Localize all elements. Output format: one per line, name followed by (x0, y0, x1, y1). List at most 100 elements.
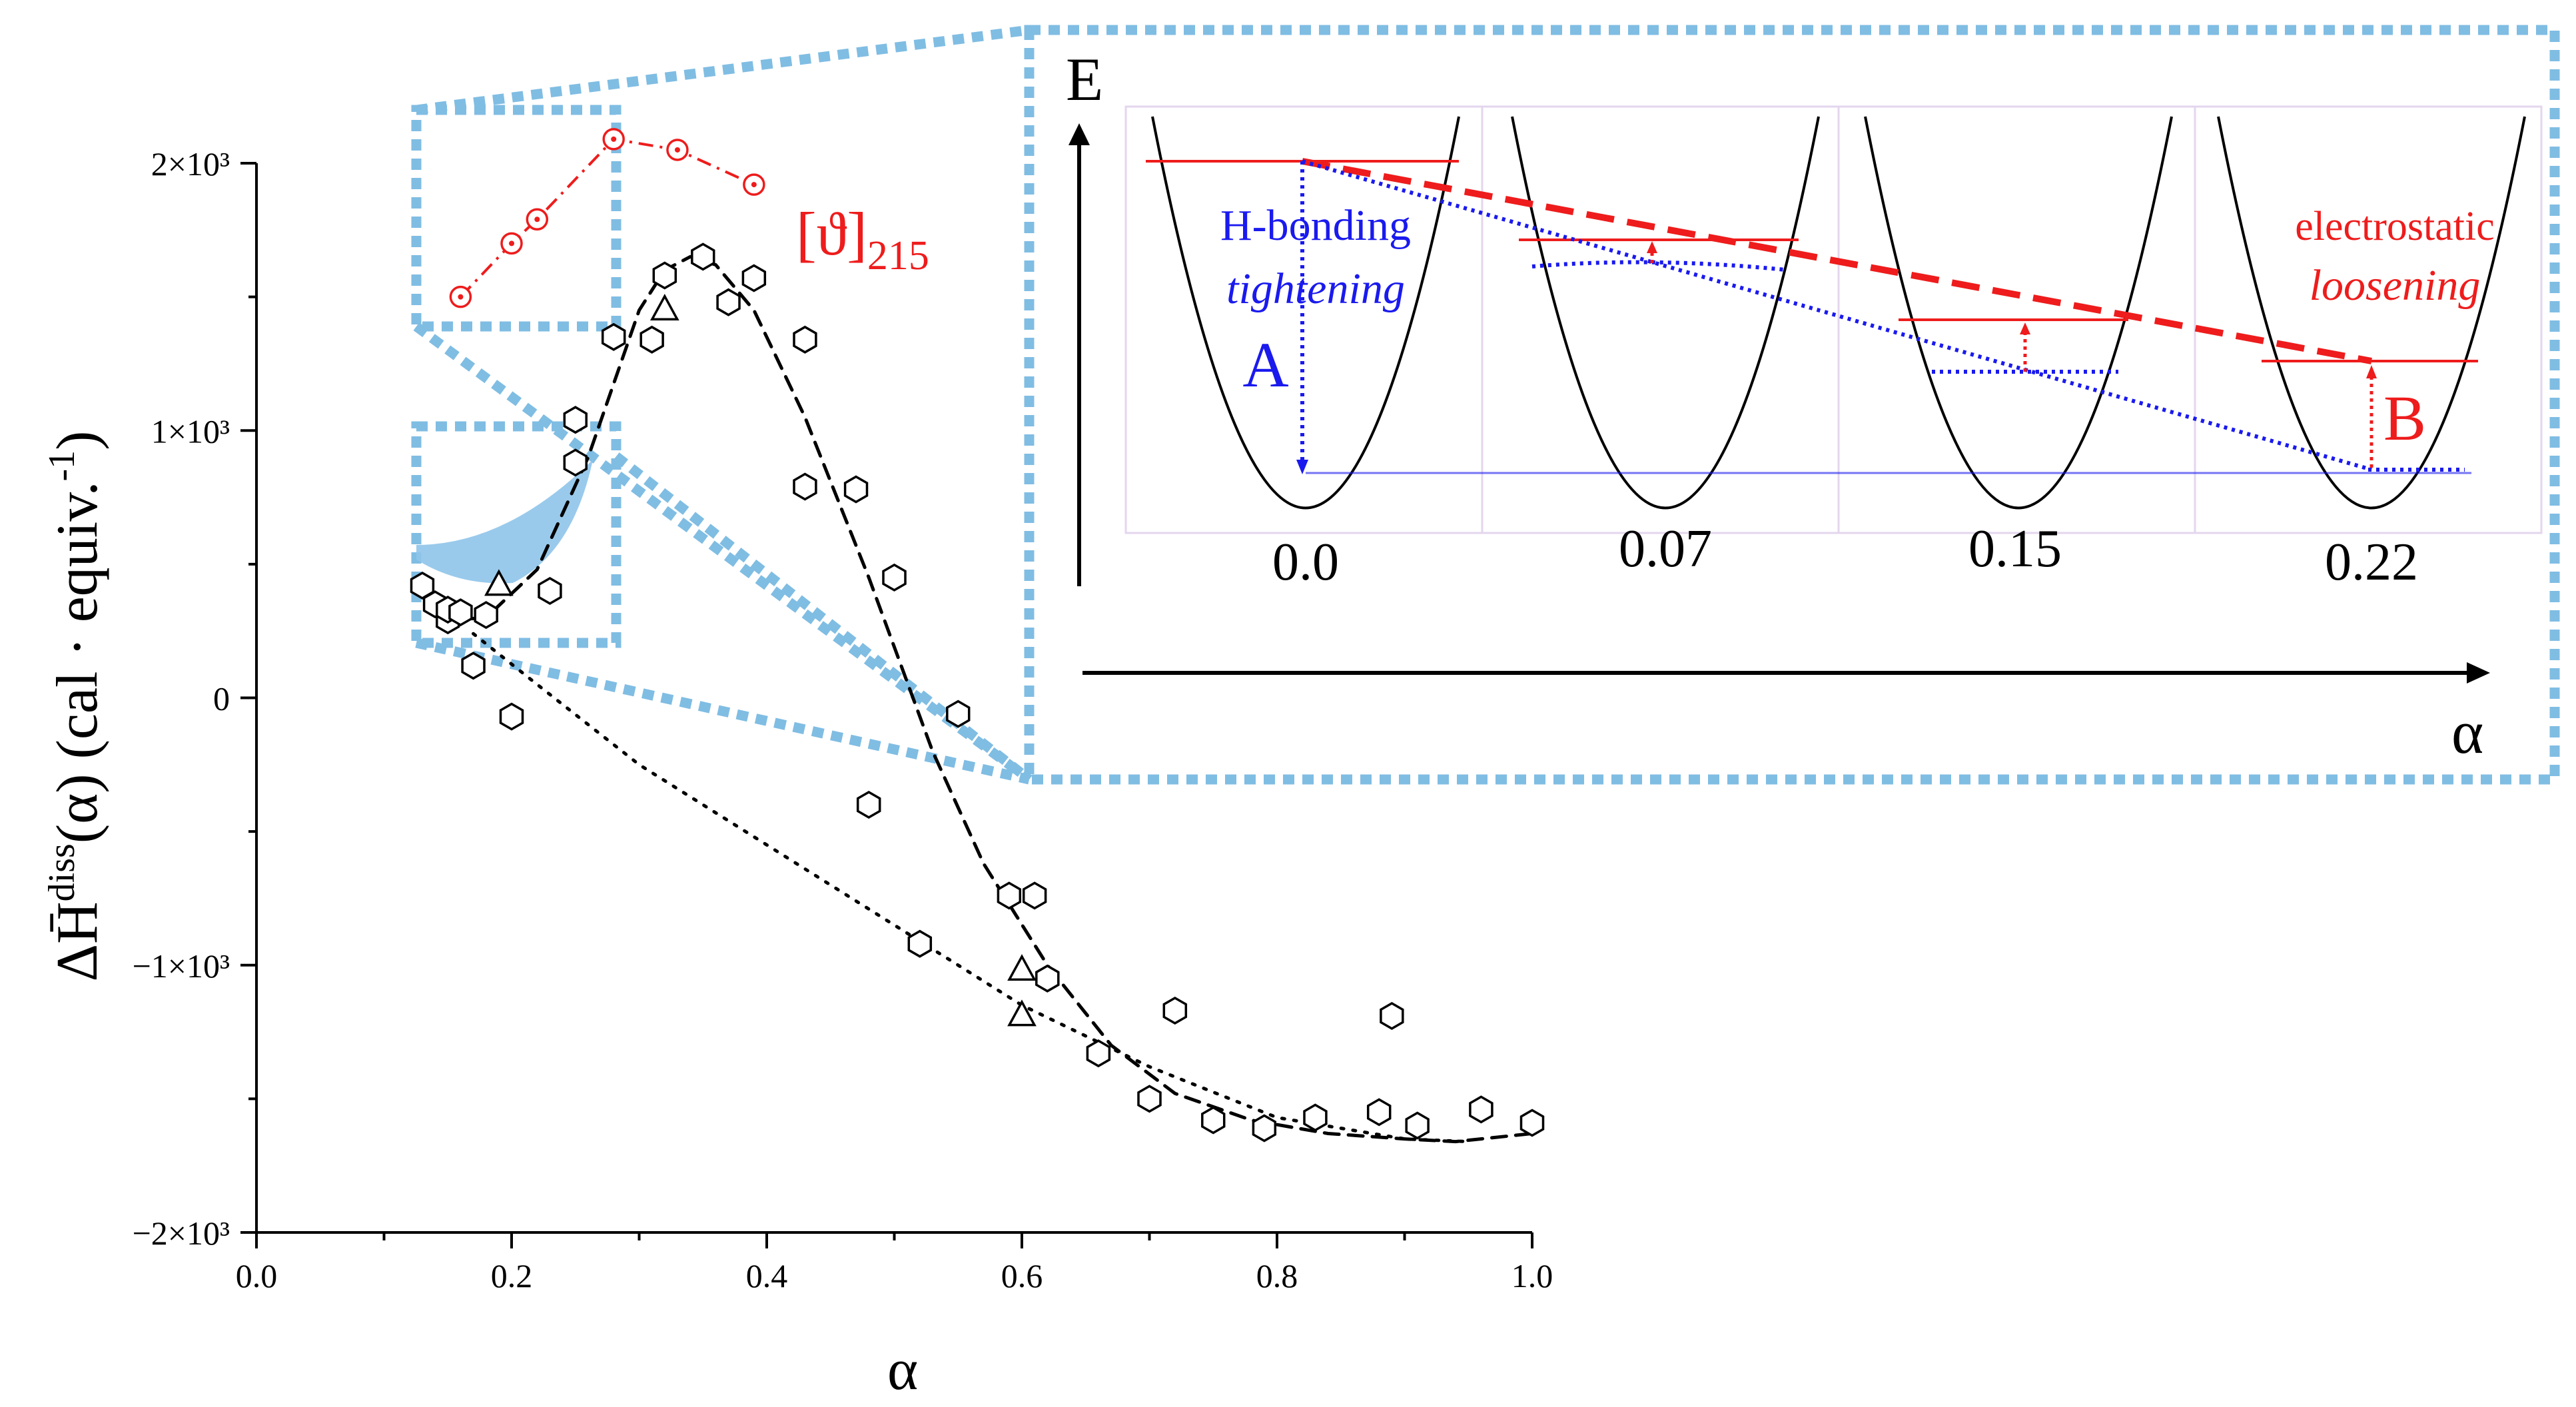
well-label-1: 0.07 (1619, 520, 1712, 578)
hexagon-point-10 (563, 448, 588, 477)
hexagon-point-20 (856, 790, 881, 819)
x-tick-label-2: 0.4 (746, 1257, 788, 1294)
red-dotted-arrows (1650, 248, 2373, 468)
energy-axis-arrowhead (1069, 123, 1090, 145)
hexagon-point-28 (1137, 1085, 1162, 1113)
connector-1 (416, 25, 1030, 115)
dashed-fit-line (446, 254, 1534, 1144)
well-0 (1151, 116, 1460, 510)
reference-label-main: [ϑ] (796, 200, 867, 268)
x-tick-label-5: 1.0 (1511, 1257, 1553, 1294)
hexagon-point-5 (461, 652, 486, 680)
x-tick-label-1: 0.2 (491, 1257, 533, 1294)
reference-series-line (459, 137, 755, 298)
red-arrow-heads (1647, 241, 2377, 378)
hexagon-point-34 (1380, 1001, 1404, 1031)
loosening-label: loosening (2310, 261, 2481, 310)
x-tick-labels: 0.0 0.2 0.4 0.6 0.8 1.0 (236, 1257, 1553, 1294)
hexagon-point-30 (1201, 1106, 1226, 1135)
hexagon-point-19 (843, 475, 869, 504)
hexagon-point-21 (882, 563, 907, 592)
hexagon-point-22 (907, 929, 933, 958)
red-dashed-trend (1302, 158, 2372, 364)
y-tick-label-3: −1×10³ (133, 947, 230, 985)
data-markers (410, 128, 1545, 1143)
y-tick-label-4: −2×10³ (133, 1214, 230, 1252)
hexagon-point-35 (1405, 1111, 1430, 1140)
hexagon-point-4 (448, 598, 473, 627)
hexagon-point-8 (538, 576, 562, 606)
reference-point-dot-3 (611, 136, 617, 142)
hexagon-point-9 (563, 406, 588, 434)
arrow-label-A: A (1242, 329, 1288, 400)
hexagon-point-12 (640, 325, 664, 354)
well-label-3: 0.22 (2325, 533, 2418, 592)
main-axes (240, 162, 1533, 1248)
hexagon-point-14 (691, 242, 715, 271)
zoom-box-lower (411, 421, 622, 648)
hexagon-point-6 (474, 601, 498, 630)
hexagon-point-18 (793, 472, 817, 501)
h-bonding-label: H-bonding (1220, 201, 1411, 250)
y-tick-label-0: 2×10³ (151, 145, 230, 183)
hexagon-point-37 (1519, 1109, 1545, 1137)
well-label-2: 0.15 (1968, 520, 2062, 578)
potential-wells (1151, 116, 2526, 510)
zoom-overlay (411, 25, 2560, 785)
y-axis-label-exp: -1 (41, 450, 83, 482)
hexagon-point-13 (652, 261, 677, 290)
triangle-point-0 (484, 569, 514, 596)
triangle-point-1 (649, 294, 679, 321)
x-tick-label-0: 0.0 (236, 1257, 278, 1294)
hexagon-point-24 (997, 881, 1022, 910)
blue-arrow-A-head (1296, 460, 1308, 474)
hexagon-point-36 (1469, 1095, 1494, 1124)
hexagon-point-7 (499, 702, 524, 731)
y-axis-label-symbol: ΔH̄ (45, 901, 110, 981)
hexagon-point-16 (741, 264, 767, 292)
hexagon-point-25 (1022, 881, 1047, 910)
hexagon-point-17 (793, 325, 817, 354)
triangle-point-2 (1007, 954, 1037, 981)
reference-point-dot-0 (458, 294, 464, 300)
inset-energy-diagram: E α 0.0 0.07 0.15 0.22 (1066, 45, 2543, 766)
reference-point-dot-4 (674, 147, 680, 153)
hexagon-point-11 (601, 322, 626, 351)
hexagon-point-29 (1162, 996, 1188, 1025)
reference-point-dot-2 (534, 217, 540, 223)
y-axis-label-sup: diss (41, 843, 83, 901)
alpha-axis-arrowhead (2467, 662, 2490, 684)
y-tick-label-2: 0 (213, 680, 230, 717)
hexagon-point-27 (1086, 1039, 1111, 1068)
arrow-label-B: B (2383, 382, 2426, 454)
connector-2 (413, 322, 1033, 784)
inset-plot-frame (1124, 105, 2543, 534)
well-label-0: 0.0 (1272, 533, 1339, 592)
electrostatic-label: electrostatic (2295, 204, 2495, 249)
hexagon-point-33 (1366, 1098, 1392, 1127)
y-tick-labels: 2×10³ 1×10³ 0 −1×10³ −2×10³ (133, 145, 230, 1252)
y-axis-label: ΔH̄diss(α) (cal · equiv.-1) (41, 431, 110, 982)
alpha-axis-label: α (2451, 698, 2483, 766)
x-axis-label: α (887, 1338, 918, 1402)
hexagon-point-26 (1035, 964, 1060, 993)
x-tick-label-4: 0.8 (1256, 1257, 1298, 1294)
hexagon-point-0 (410, 571, 435, 600)
y-axis-label-close: ) (45, 431, 110, 450)
zoom-box-inset (1024, 25, 2560, 785)
hexagon-point-23 (946, 700, 971, 728)
hexagon-point-31 (1252, 1114, 1277, 1143)
fit-lines (446, 137, 1534, 1144)
reference-label-sub: 215 (867, 233, 929, 278)
well-1 (1511, 116, 1820, 510)
tightening-label: tightening (1226, 264, 1405, 313)
y-tick-label-1: 1×10³ (151, 412, 230, 450)
reference-point-dot-5 (751, 182, 757, 188)
dotted-fit-line (472, 632, 1470, 1144)
connector-4 (613, 452, 1033, 783)
inset-gridlines (1481, 107, 2196, 533)
highlight-fill (416, 460, 593, 584)
zoom-box-upper (411, 105, 622, 332)
well-3 (2217, 116, 2526, 510)
